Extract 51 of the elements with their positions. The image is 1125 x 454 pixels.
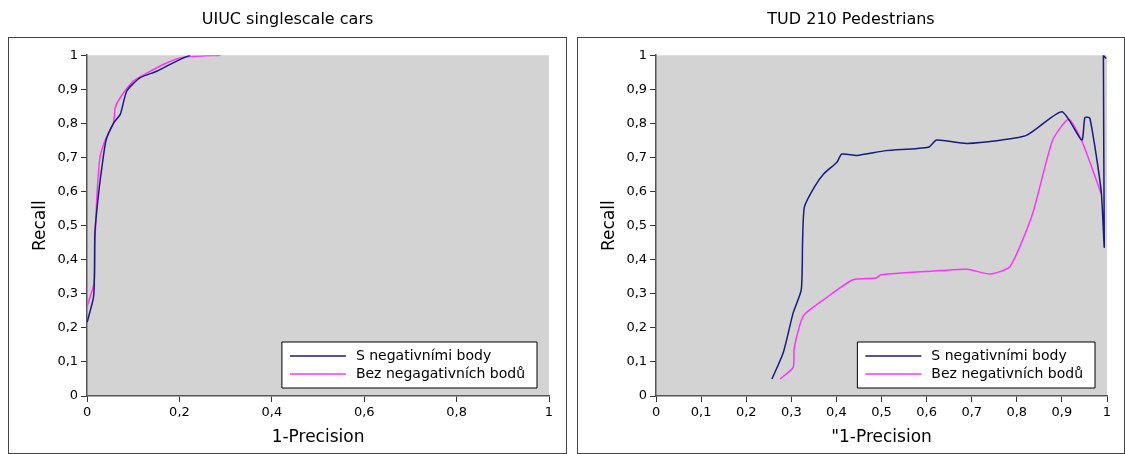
legend-label: S negativními body (355, 346, 492, 363)
line-series (771, 55, 1107, 380)
x-tick-label: 0,2 (169, 404, 190, 420)
y-tick-label: 0,2 (626, 319, 648, 335)
y-tick-label: 0,5 (626, 216, 648, 232)
x-tick-label: 0,5 (871, 404, 892, 420)
x-tick-label: 0,3 (781, 404, 802, 420)
x-tick-label: 0,6 (916, 404, 937, 420)
y-axis-title: Recall (597, 200, 618, 251)
x-tick-label: 0,2 (735, 404, 757, 420)
y-tick-label: 0,9 (57, 80, 79, 96)
y-tick-label: 0,1 (57, 353, 79, 369)
y-tick-label: 1 (638, 46, 648, 62)
x-axis-title: 1-Precision (271, 426, 365, 447)
y-tick-label: 0,7 (626, 148, 648, 164)
x-tick-label: 0,1 (690, 404, 712, 420)
legend-label: Bez negativních bodů (931, 364, 1084, 381)
y-tick-label: 0,2 (57, 319, 79, 335)
chart-title: TUD 210 Pedestrians (766, 8, 935, 28)
x-tick-label: 0,7 (961, 404, 983, 420)
y-tick-label: 0,3 (626, 285, 648, 301)
y-tick-label: 1 (69, 46, 79, 62)
x-axis-title: "1-Precision (831, 426, 932, 447)
y-tick-label: 0,4 (626, 251, 648, 267)
y-tick-label: 0 (69, 387, 79, 403)
y-tick-label: 0,4 (57, 251, 79, 267)
legend-label: Bez negagativních bodů (355, 364, 525, 381)
x-tick-label: 1 (1102, 404, 1112, 420)
y-tick-label: 0,6 (57, 182, 79, 198)
x-tick-label: 0,8 (446, 404, 467, 420)
x-tick-label: 0,8 (1006, 404, 1028, 420)
chart-title: UIUC singlescale cars (201, 8, 374, 28)
legend-label: S negativními body (931, 346, 1067, 363)
y-tick-label: 0,9 (626, 80, 648, 96)
y-tick-label: 0,8 (57, 114, 79, 130)
y-tick-label: 0 (638, 387, 648, 403)
y-tick-label: 0,8 (626, 114, 648, 130)
x-tick-label: 0,4 (261, 404, 283, 420)
x-tick-label: 1 (544, 404, 554, 420)
x-tick-label: 0 (82, 404, 92, 420)
y-tick-label: 0,1 (626, 353, 648, 369)
y-tick-label: 0,3 (57, 285, 79, 301)
y-tick-label: 0,7 (57, 148, 79, 164)
line-series (779, 118, 1102, 380)
x-tick-label: 0,6 (353, 404, 375, 420)
x-tick-label: 0 (651, 404, 661, 420)
x-tick-label: 0,4 (826, 404, 847, 420)
y-tick-label: 0,5 (57, 216, 79, 232)
x-tick-label: 0,9 (1051, 404, 1073, 420)
y-axis-title: Recall (28, 200, 49, 251)
y-tick-label: 0,6 (626, 182, 648, 198)
